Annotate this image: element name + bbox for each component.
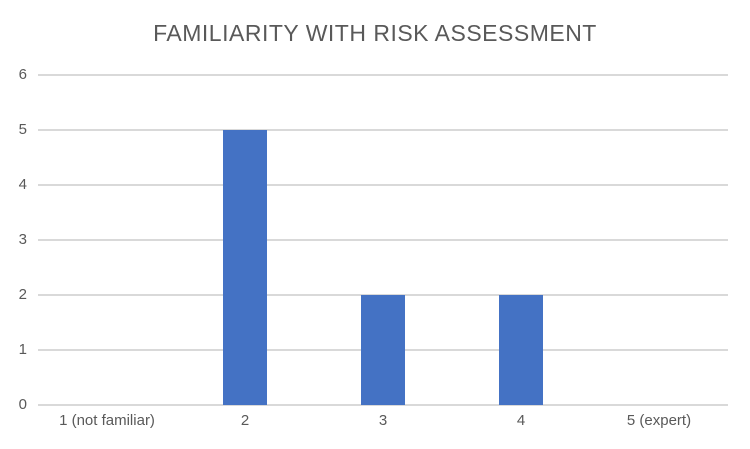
y-tick-label: 5 — [18, 121, 27, 138]
x-tick-label: 4 — [516, 412, 526, 429]
x-tick-label: 3 — [378, 412, 388, 429]
y-tick-label: 1 — [18, 341, 27, 358]
x-tick-label: 2 — [240, 412, 250, 429]
gridline — [38, 239, 728, 241]
gridline — [38, 184, 728, 186]
gridline — [38, 74, 728, 76]
bar — [223, 130, 267, 405]
bar — [499, 295, 543, 405]
y-tick-label: 3 — [18, 231, 27, 248]
x-tick-label: 5 (expert) — [626, 412, 692, 429]
gridline — [38, 129, 728, 131]
y-tick-label: 2 — [18, 286, 27, 303]
bar — [361, 295, 405, 405]
chart-title: FAMILIARITY WITH RISK ASSESSMENT — [153, 20, 597, 46]
y-tick-label: 0 — [18, 396, 27, 413]
x-tick-label: 1 (not familiar) — [59, 412, 155, 429]
plot-area — [38, 74, 728, 406]
y-tick-label: 4 — [18, 176, 27, 193]
gridline — [38, 404, 728, 406]
y-tick-label: 6 — [18, 66, 27, 83]
